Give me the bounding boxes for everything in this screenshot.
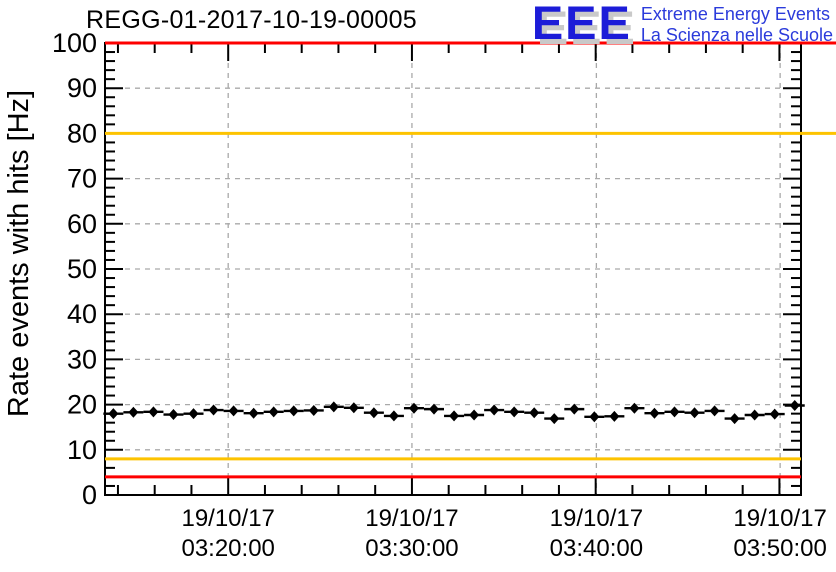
x-tick-label-date: 19/10/17 [365, 505, 458, 532]
data-point-marker [789, 400, 800, 412]
data-point-marker [268, 406, 279, 418]
data-point-marker [709, 405, 720, 417]
y-tick-label: 80 [67, 118, 97, 148]
data-point-marker [549, 413, 560, 425]
data-point-marker [769, 408, 780, 420]
x-tick-label-date: 19/10/17 [733, 505, 826, 532]
data-point-marker [629, 402, 640, 414]
data-point-marker [208, 404, 219, 416]
data-point-marker [529, 407, 540, 419]
eee-logo-text: Extreme Energy Events La Scienza nelle S… [641, 4, 833, 46]
data-point-marker [729, 413, 740, 425]
x-tick-label-date: 19/10/17 [550, 505, 643, 532]
y-tick-label: 60 [67, 209, 97, 239]
y-axis-title-wrap: Rate events with hits [Hz] [0, 36, 40, 470]
y-tick-label: 0 [82, 480, 97, 510]
y-axis-title: Rate events with hits [Hz] [3, 89, 36, 417]
x-tick-label-date: 19/10/17 [181, 505, 274, 532]
x-tick-label-time: 03:20:00 [181, 535, 274, 562]
y-tick-label: 10 [67, 435, 97, 465]
y-tick-label: 40 [67, 299, 97, 329]
y-tick-label: 50 [67, 254, 97, 284]
data-point-marker [148, 406, 159, 418]
data-point-marker [589, 411, 600, 423]
y-tick-label: 90 [67, 73, 97, 103]
data-point-marker [248, 407, 259, 419]
data-point-marker [108, 408, 119, 420]
data-point-marker [569, 403, 580, 415]
data-point-marker [348, 402, 359, 414]
data-point-marker [328, 401, 339, 413]
data-point-marker [228, 405, 239, 417]
data-point-marker [388, 410, 399, 422]
data-point-marker [128, 406, 139, 418]
y-tick-label: 20 [67, 390, 97, 420]
data-point-marker [449, 410, 460, 422]
data-point-marker [408, 402, 419, 414]
data-point-marker [609, 410, 620, 422]
data-point-marker [368, 407, 379, 419]
data-point-marker [509, 406, 520, 418]
y-tick-label: 30 [67, 344, 97, 374]
data-point-marker [689, 407, 700, 419]
data-point-marker [489, 404, 500, 416]
data-point-marker [749, 409, 760, 421]
y-tick-label: 70 [67, 164, 97, 194]
x-tick-label-time: 03:50:00 [733, 535, 826, 562]
data-point-marker [188, 408, 199, 420]
eee-logo-acronym: EEE [531, 0, 632, 49]
data-point-marker [469, 409, 480, 421]
eee-logo: EEE Extreme Energy Events La Scienza nel… [531, 0, 833, 49]
data-point-marker [168, 409, 179, 421]
data-point-marker [429, 403, 440, 415]
x-tick-label-time: 03:40:00 [550, 535, 643, 562]
data-point-marker [288, 405, 299, 417]
y-tick-label: 100 [52, 28, 97, 58]
eee-logo-line2: La Scienza nelle Scuole [640, 25, 833, 45]
data-point-marker [308, 404, 319, 416]
data-point-marker [649, 407, 660, 419]
eee-logo-line1: Extreme Energy Events [640, 4, 830, 24]
x-tick-label-time: 03:30:00 [365, 535, 458, 562]
chart-title: REGG-01-2017-10-19-00005 [86, 6, 418, 34]
data-point-marker [669, 406, 680, 418]
